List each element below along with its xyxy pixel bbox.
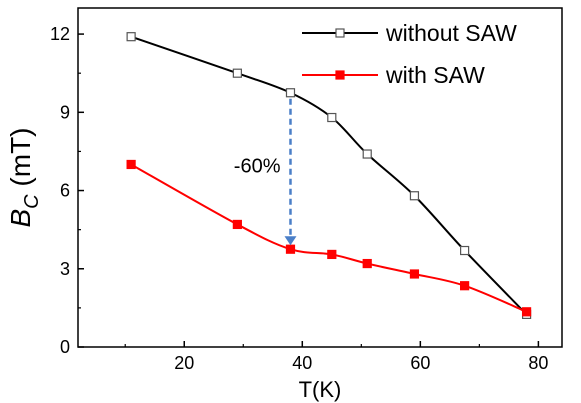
data-point: [409, 269, 420, 279]
y-axis-label-symbol: B: [5, 209, 36, 228]
legend-entry-1: without SAW: [302, 20, 517, 46]
data-point: [521, 307, 532, 317]
legend: without SAW with SAW: [302, 20, 517, 88]
data-point: [460, 245, 470, 256]
x-tick-label: 40: [292, 353, 312, 373]
y-tick-label: 6: [60, 181, 70, 201]
plot-border: [77, 7, 563, 348]
y-tick-label: 9: [60, 102, 70, 122]
y-axis-label: BC (mT): [5, 128, 43, 228]
x-tick-label: 80: [528, 353, 548, 373]
annotation-label: -60%: [234, 155, 281, 177]
data-point: [285, 88, 296, 98]
data-point: [327, 249, 337, 260]
data-point: [327, 112, 337, 123]
y-tick-label: 3: [60, 259, 70, 279]
legend-entry-2: with SAW: [302, 62, 485, 88]
plot-frame: [77, 7, 563, 348]
y-axis-label-unit: (mT): [5, 128, 36, 195]
y-tick-label: 0: [60, 337, 70, 357]
y-tick-label: 12: [50, 24, 70, 44]
data-point: [126, 32, 136, 42]
data-point: [409, 191, 420, 201]
series-2: [126, 159, 532, 317]
data-point: [285, 244, 296, 254]
legend-marker: [335, 70, 345, 80]
legend-label: with SAW: [385, 62, 485, 88]
x-tick-label: 60: [410, 353, 430, 373]
x-axis-label: T(K): [299, 377, 342, 402]
data-point: [232, 68, 242, 78]
data-point: [362, 149, 372, 159]
data-point: [460, 281, 470, 291]
annotation-layer: -60%: [234, 98, 297, 246]
data-point: [232, 219, 242, 230]
legend-marker: [335, 28, 345, 38]
annotation-arrowhead: [284, 236, 297, 246]
x-tick-label: 20: [174, 353, 194, 373]
data-point: [126, 159, 136, 170]
y-axis-label-subscript: C: [21, 194, 43, 209]
axis-ticks: 20 40 60 80 0 3 6 9 12: [50, 24, 548, 373]
data-point: [362, 258, 372, 269]
legend-label: without SAW: [385, 20, 517, 46]
series-layer: [126, 32, 532, 320]
